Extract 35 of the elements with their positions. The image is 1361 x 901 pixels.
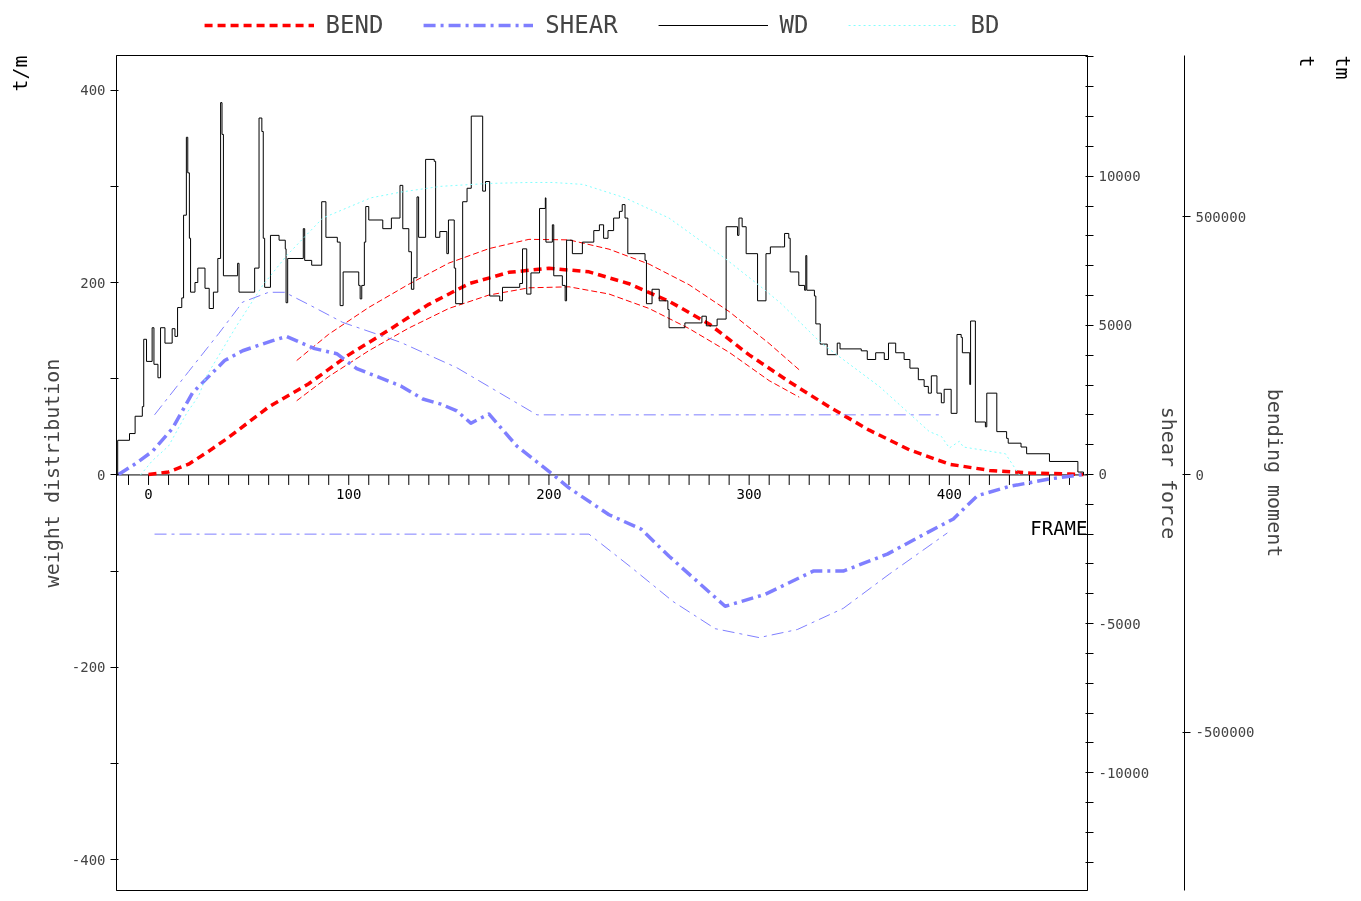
line-series: [146, 266, 1086, 477]
y-tick-label: 200: [80, 274, 106, 291]
y3-axis-title: bending moment: [1262, 388, 1287, 558]
legend-label: WD: [779, 11, 809, 39]
line-series: [154, 532, 948, 639]
y3-tick-label: 0: [1195, 466, 1204, 483]
y-tick-label: 400: [80, 82, 106, 99]
x-tick-label: 300: [736, 485, 762, 502]
line-series: [154, 291, 942, 416]
y-tick-label: -400: [71, 851, 106, 868]
y2-tick-label: -5000: [1098, 615, 1141, 632]
x-axis-title: FRAME: [1030, 516, 1088, 539]
y2-tick-label: 5000: [1098, 317, 1133, 334]
text: t/m: [7, 55, 32, 92]
y-axis-title: weight distribution: [39, 358, 64, 588]
line-series: [140, 181, 1020, 476]
x-tick-label: 100: [336, 485, 362, 502]
y2-tick-label: -10000: [1098, 764, 1150, 781]
y2-axis-title: shear force: [1157, 406, 1182, 540]
y2-tick-label: 0: [1098, 466, 1107, 483]
text: t: [1294, 55, 1319, 68]
line-series: [296, 286, 800, 402]
y3-tick-label: 500000: [1195, 208, 1247, 225]
y2-tick-label: 10000: [1098, 168, 1141, 185]
legend-label: BEND: [325, 11, 384, 39]
x-tick-label: 400: [936, 485, 963, 502]
y-tick-label: -200: [71, 659, 106, 676]
line-series: [296, 238, 800, 371]
y-tick-label: 0: [97, 466, 106, 483]
x-tick-label: 0: [144, 485, 153, 502]
y3-tick-label: -500000: [1195, 724, 1255, 741]
legend-label: BD: [970, 11, 1000, 39]
legend-label: SHEAR: [545, 11, 618, 39]
x-tick-label: 200: [536, 485, 562, 502]
text: tm: [1330, 55, 1355, 80]
